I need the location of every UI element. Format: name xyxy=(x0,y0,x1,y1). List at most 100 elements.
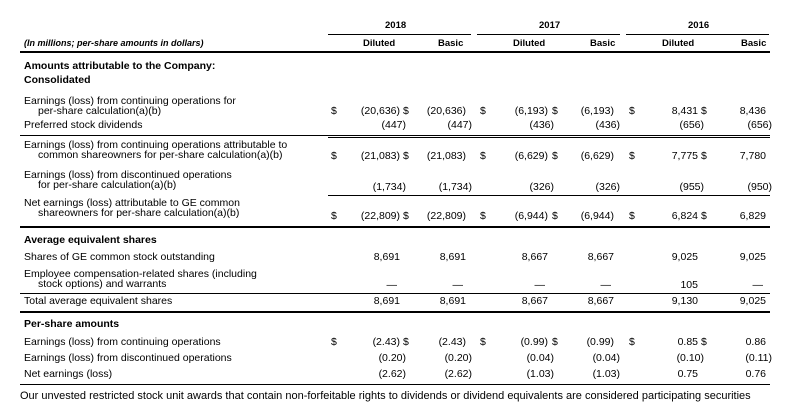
section-title-average-shares: Average equivalent shares xyxy=(24,234,157,246)
value-2017-diluted: — xyxy=(534,279,546,291)
value-2018-basic: (447) xyxy=(447,119,472,131)
value-2016-diluted: 0.85 xyxy=(677,336,698,348)
value-2018-basic: (1,734) xyxy=(438,181,472,193)
value-2017-diluted: (326) xyxy=(529,181,554,193)
row-label: Earnings (loss) from continuing operatio… xyxy=(24,139,288,151)
dollar-sign: $ xyxy=(480,210,486,222)
value-2018-diluted: (2.43) xyxy=(372,336,400,348)
year-header-2016: 2016 xyxy=(688,20,710,31)
value-2017-diluted: 8,667 xyxy=(521,251,548,263)
col-header-2016-basic: Basic xyxy=(741,38,767,49)
value-2016-diluted: 8,431 xyxy=(671,105,698,117)
value-2016-diluted: 105 xyxy=(680,279,698,291)
value-2016-diluted: 9,025 xyxy=(671,251,698,263)
value-2018-basic: (2.62) xyxy=(444,368,472,380)
dollar-sign: $ xyxy=(480,150,486,162)
value-2017-basic: 8,667 xyxy=(587,251,614,263)
value-2017-basic: (6,193) xyxy=(580,105,614,117)
value-2016-basic: 7,780 xyxy=(739,150,766,162)
year-header-2017: 2017 xyxy=(539,20,561,31)
row-label-continued: common shareowners for per-share calcula… xyxy=(38,149,283,161)
value-2018-diluted: 8,691 xyxy=(373,251,400,263)
value-2016-basic: 9,025 xyxy=(739,251,766,263)
row-label: Preferred stock dividends xyxy=(24,119,143,131)
dollar-sign: $ xyxy=(403,150,409,162)
value-2018-diluted: (447) xyxy=(381,119,406,131)
value-2017-diluted: (0.99) xyxy=(520,336,548,348)
value-2018-basic: (22,809) xyxy=(426,210,466,222)
dollar-sign: $ xyxy=(629,336,635,348)
value-2017-basic: (0.99) xyxy=(586,336,614,348)
dollar-sign: $ xyxy=(629,150,635,162)
value-2016-basic: — xyxy=(752,279,764,291)
section-rule xyxy=(20,226,770,228)
value-2018-diluted: (20,636) xyxy=(360,105,400,117)
value-2016-diluted: (955) xyxy=(679,181,704,193)
value-2017-diluted: (6,944) xyxy=(514,210,548,222)
value-2018-diluted: — xyxy=(386,279,398,291)
row-label-continued: shareowners for per-share calculation(a)… xyxy=(38,207,240,219)
row-label: Earnings (loss) from discontinued operat… xyxy=(24,169,232,181)
value-2016-diluted: 0.75 xyxy=(677,368,698,380)
value-2018-diluted: 8,691 xyxy=(373,295,400,307)
value-2016-diluted: 7,775 xyxy=(671,150,698,162)
row-label: Shares of GE common stock outstanding xyxy=(24,251,215,263)
value-2017-basic: (436) xyxy=(595,119,620,131)
value-2016-basic: 8,436 xyxy=(739,105,766,117)
dollar-sign: $ xyxy=(552,210,558,222)
dollar-sign: $ xyxy=(480,105,486,117)
units-note: (In millions; per-share amounts in dolla… xyxy=(24,38,204,48)
value-2018-diluted: (1,734) xyxy=(372,181,406,193)
value-2016-diluted: 9,130 xyxy=(671,295,698,307)
value-2017-diluted: (6,629) xyxy=(514,150,548,162)
dollar-sign: $ xyxy=(552,336,558,348)
dollar-sign: $ xyxy=(552,105,558,117)
value-2018-basic: 8,691 xyxy=(439,251,466,263)
dollar-sign: $ xyxy=(701,210,707,222)
row-label: Net earnings (loss) xyxy=(24,368,113,380)
table-bottom-rule xyxy=(20,384,770,385)
value-2016-basic: 9,025 xyxy=(739,295,766,307)
value-2017-diluted: (0.04) xyxy=(526,352,554,364)
dollar-sign: $ xyxy=(331,210,337,222)
value-2018-basic: 8,691 xyxy=(439,295,466,307)
row-rule xyxy=(20,135,770,136)
year-header-2018: 2018 xyxy=(385,20,407,31)
col-header-2018-diluted: Diluted xyxy=(363,38,396,49)
value-2018-basic: (2.43) xyxy=(438,336,466,348)
value-2017-basic: (6,629) xyxy=(580,150,614,162)
value-2017-basic: 8,667 xyxy=(587,295,614,307)
year-rule-2017 xyxy=(477,34,620,35)
dollar-sign: $ xyxy=(480,336,486,348)
dollar-sign: $ xyxy=(629,105,635,117)
value-2017-basic: — xyxy=(600,279,612,291)
dollar-sign: $ xyxy=(403,210,409,222)
row-label: Earnings (loss) from continuing operatio… xyxy=(24,336,221,348)
value-2016-basic: 0.86 xyxy=(745,336,766,348)
value-2017-diluted: (436) xyxy=(529,119,554,131)
row-rule xyxy=(328,137,770,138)
value-2017-diluted: (6,193) xyxy=(514,105,548,117)
row-label: Total average equivalent shares xyxy=(24,295,173,307)
row-label-continued: stock options) and warrants xyxy=(38,278,167,290)
row-label-continued: for per-share calculation(a)(b) xyxy=(38,179,177,191)
value-2017-basic: (1.03) xyxy=(592,368,620,380)
value-2016-diluted: (0.10) xyxy=(676,352,704,364)
year-rule-2018 xyxy=(328,34,471,35)
row-label: Employee compensation-related shares (in… xyxy=(24,268,257,280)
value-2018-diluted: (21,083) xyxy=(360,150,400,162)
dollar-sign: $ xyxy=(701,150,707,162)
row-label-continued: per-share calculation(a)(b) xyxy=(38,105,162,117)
dollar-sign: $ xyxy=(331,150,337,162)
section-title-consolidated: Consolidated xyxy=(24,74,91,86)
dollar-sign: $ xyxy=(629,210,635,222)
value-2018-diluted: (22,809) xyxy=(360,210,400,222)
value-2018-basic: (21,083) xyxy=(426,150,466,162)
value-2017-basic: (326) xyxy=(595,181,620,193)
value-2017-basic: (0.04) xyxy=(592,352,620,364)
value-2017-diluted: (1.03) xyxy=(526,368,554,380)
dollar-sign: $ xyxy=(701,336,707,348)
dollar-sign: $ xyxy=(701,105,707,117)
header-rule xyxy=(20,51,770,53)
row-label: Earnings (loss) from discontinued operat… xyxy=(24,352,232,364)
